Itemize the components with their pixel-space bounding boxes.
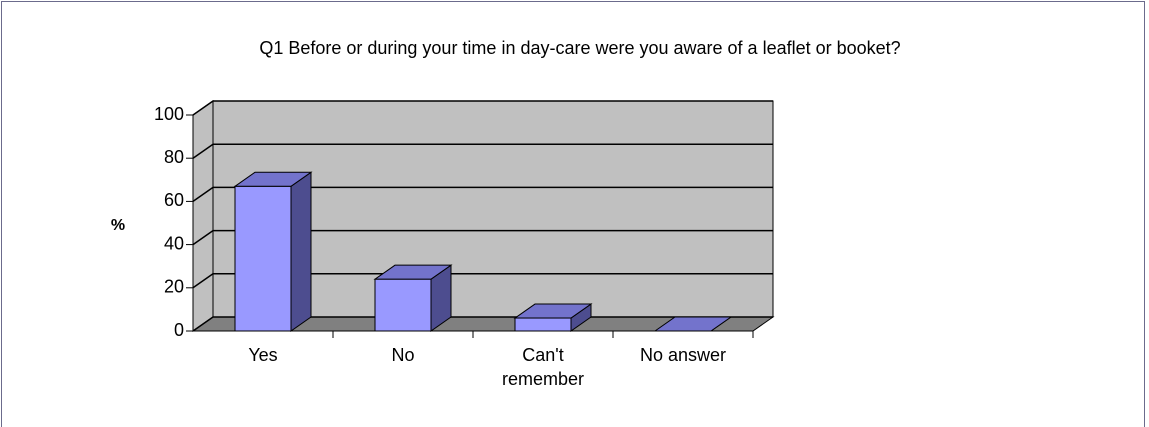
bar-front — [514, 317, 572, 332]
y-tick-label: 80 — [164, 147, 184, 167]
bar-top — [653, 316, 733, 332]
y-tick-label: 0 — [174, 320, 184, 340]
grid-line — [192, 229, 773, 246]
x-tick-label: Yes — [248, 345, 278, 365]
grid-line — [192, 186, 773, 203]
chart-title: Q1 Before or during your time in day-car… — [259, 38, 901, 58]
bar-top — [373, 264, 453, 280]
bar-side — [290, 171, 312, 332]
bar-top — [233, 171, 313, 187]
x-tick-label: No — [391, 345, 415, 365]
bar-top — [513, 303, 593, 319]
y-tick-label: 20 — [164, 277, 184, 297]
x-tick-label: No answer — [639, 345, 727, 365]
y-tick-label: 40 — [164, 233, 184, 253]
grid-line — [192, 273, 773, 289]
y-tick-label: 100 — [154, 104, 184, 124]
bar-front — [374, 278, 432, 332]
bar-front — [234, 185, 292, 332]
x-tick-label: Can't remember — [501, 345, 585, 389]
grid-line — [192, 143, 773, 159]
y-axis-label: % — [111, 217, 125, 234]
y-tick-label: 60 — [164, 190, 184, 210]
grid-line — [192, 100, 773, 116]
side-wall — [192, 100, 214, 332]
